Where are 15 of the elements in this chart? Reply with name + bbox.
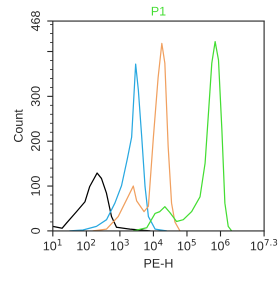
x-axis-title: PE-H — [144, 258, 172, 268]
x-tick-label: 10$^{1}$ — [44, 239, 62, 250]
y-tick-label: 468 — [31, 11, 40, 32]
x-tick-label: 10$^{2}$ — [77, 238, 96, 250]
y-axis-title: Count — [14, 109, 23, 142]
y-tick-label: 100 — [31, 176, 40, 196]
chart-title: P1 — [152, 6, 166, 16]
y-tick-label: 200 — [31, 131, 40, 151]
x-tick-label: 10$^{4}$ — [144, 239, 163, 250]
y-tick-label: 300 — [31, 86, 40, 106]
x-tick-label: 10$^{7.3}$ — [250, 238, 278, 250]
x-tick-label: 10$^{3}$ — [110, 238, 129, 250]
x-tick-label: 10$^{5}$ — [178, 239, 196, 250]
y-tick-label: 0 — [31, 228, 40, 234]
x-tick-label: 10$^{6}$ — [211, 238, 230, 250]
